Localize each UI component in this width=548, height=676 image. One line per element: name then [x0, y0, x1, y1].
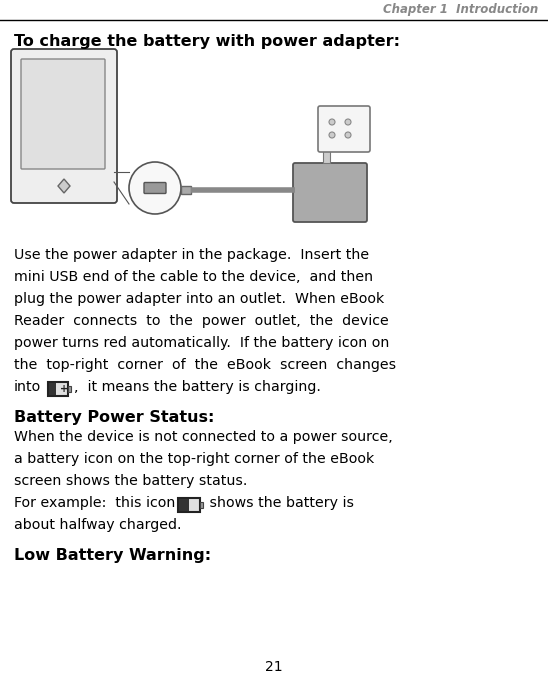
Text: into: into — [14, 380, 41, 394]
Text: Chapter 1  Introduction: Chapter 1 Introduction — [383, 3, 538, 16]
Text: Use the power adapter in the package.  Insert the: Use the power adapter in the package. In… — [14, 248, 369, 262]
Text: a battery icon on the top-right corner of the eBook: a battery icon on the top-right corner o… — [14, 452, 374, 466]
Text: screen shows the battery status.: screen shows the battery status. — [14, 474, 247, 488]
Circle shape — [129, 162, 181, 214]
Bar — [200, 502, 203, 508]
Polygon shape — [58, 179, 70, 193]
Bar — [179, 499, 189, 511]
Text: mini USB end of the cable to the device,  and then: mini USB end of the cable to the device,… — [14, 270, 373, 284]
Bar — [323, 147, 330, 163]
Text: plug the power adapter into an outlet.  When eBook: plug the power adapter into an outlet. W… — [14, 292, 384, 306]
Bar — [48, 382, 68, 396]
Circle shape — [329, 119, 335, 125]
Text: +: + — [60, 384, 68, 394]
Bar — [49, 383, 56, 395]
FancyBboxPatch shape — [11, 49, 117, 203]
Text: Reader  connects  to  the  power  outlet,  the  device: Reader connects to the power outlet, the… — [14, 314, 389, 328]
Bar — [181, 186, 191, 194]
FancyBboxPatch shape — [293, 163, 367, 222]
Text: shows the battery is: shows the battery is — [205, 496, 354, 510]
Text: Low Battery Warning:: Low Battery Warning: — [14, 548, 211, 563]
FancyBboxPatch shape — [21, 59, 105, 169]
Bar — [68, 386, 71, 392]
Circle shape — [345, 132, 351, 138]
Text: ,  it means the battery is charging.: , it means the battery is charging. — [74, 380, 321, 394]
FancyBboxPatch shape — [318, 106, 370, 152]
Text: To charge the battery with power adapter:: To charge the battery with power adapter… — [14, 34, 400, 49]
Text: Battery Power Status:: Battery Power Status: — [14, 410, 214, 425]
Circle shape — [329, 132, 335, 138]
Text: the  top-right  corner  of  the  eBook  screen  changes: the top-right corner of the eBook screen… — [14, 358, 396, 372]
FancyBboxPatch shape — [144, 183, 166, 193]
Text: For example:  this icon: For example: this icon — [14, 496, 175, 510]
Text: power turns red automatically.  If the battery icon on: power turns red automatically. If the ba… — [14, 336, 390, 350]
Bar — [178, 498, 200, 512]
Text: When the device is not connected to a power source,: When the device is not connected to a po… — [14, 430, 393, 444]
Circle shape — [345, 119, 351, 125]
Text: 21: 21 — [265, 660, 283, 674]
Text: about halfway charged.: about halfway charged. — [14, 518, 181, 532]
